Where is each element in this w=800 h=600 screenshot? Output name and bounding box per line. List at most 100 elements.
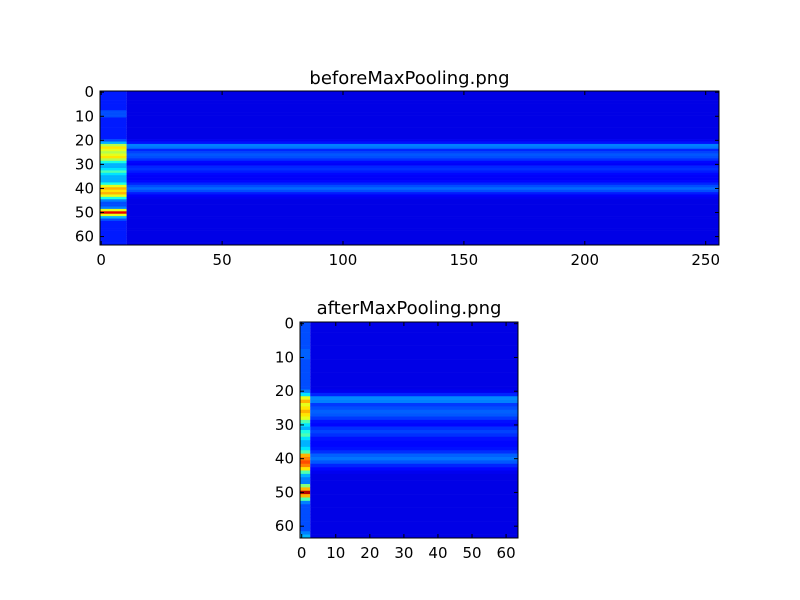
heatmap-cell-rest [126,115,719,118]
x-tick-label: 200 [570,251,599,269]
heatmap-cell-rest [310,413,518,417]
heatmap-cell-rest [310,369,518,373]
heatmap-cell-rest [126,168,719,171]
heatmap-cell-strip [300,524,311,529]
heatmap-cell-strip [100,95,127,99]
heatmap-cell-rest [310,521,518,525]
heatmap-cell-rest [126,211,719,215]
x-tick-label: 10 [326,544,345,562]
heatmap-cell-rest [310,382,518,387]
heatmap-cell-strip [100,170,127,174]
heatmap-cell-strip [100,163,127,166]
heatmap-cell-rest [126,201,719,205]
heatmap-cell-rest [126,213,719,217]
heatmap-cell-strip [100,204,127,207]
x-tick-label: 60 [497,544,516,562]
heatmap-cell-rest [310,416,518,421]
chart-title: beforeMaxPooling.png [309,68,509,89]
heatmap-cell-strip [300,369,311,373]
heatmap-cell-rest [126,103,719,106]
heatmap-cell-rest [126,91,719,94]
heatmap-cell-strip [100,115,127,118]
heatmap-cell-rest [310,487,518,492]
heatmap-cell-strip [300,534,311,539]
heatmap-cell-strip [100,160,127,164]
axes-frame [99,90,720,246]
heatmap-cell-rest [126,228,719,231]
heatmap-cell-strip [300,322,311,326]
heatmap-cell-rest [126,110,719,113]
heatmap-cell-strip [300,531,311,535]
heatmap-cell-rest [126,184,719,188]
heatmap-cell-strip [100,225,127,229]
heatmap-cell-strip [100,155,127,159]
x-tick-label: 40 [428,544,447,562]
heatmap-cell-rest [126,117,719,121]
heatmap-cell-rest [126,235,719,239]
heatmap-cell-rest [310,460,518,465]
heatmap-cell-strip [100,196,127,200]
heatmap-cell-strip [300,416,311,421]
heatmap-cell-strip [300,386,311,390]
heatmap-cell-rest [126,196,719,200]
heatmap-cell-strip [300,497,311,502]
heatmap-cell-rest [126,134,719,138]
heatmap-cell-strip [100,103,127,106]
heatmap-cell-rest [310,524,518,529]
heatmap-cell-strip [100,211,127,215]
heatmap-cell-strip [100,119,127,123]
heatmap-cell-rest [310,345,518,350]
heatmap-cell-strip [100,98,127,101]
heatmap-cell-strip [100,136,127,140]
y-tick-label: 50 [75,204,94,222]
heatmap-cell-strip [100,172,127,176]
heatmap-cell-rest [310,342,518,346]
heatmap-cell-rest [126,129,719,133]
heatmap-cell-strip [100,139,127,142]
heatmap-cell-rest [310,376,518,380]
y-tick-label: 40 [75,179,94,197]
heatmap-after-max-pooling: afterMaxPooling.png 0 10 20 30 40 50 600102030… [275,298,519,562]
heatmap-cell-strip [100,107,127,111]
heatmap-cell-strip [100,230,127,234]
heatmap-cell-strip [300,365,311,370]
heatmap-cell-strip [100,100,127,104]
heatmap-cell-rest [126,107,719,111]
heatmap-cell-rest [126,146,719,150]
heatmap-cell-rest [310,423,518,427]
heatmap-cell-strip [100,184,127,188]
heatmap-cell-strip [300,349,311,353]
heatmap-cell-rest [310,349,518,353]
heatmap-cell-strip [300,517,311,522]
chart-title: afterMaxPooling.png [317,298,502,319]
heatmap-cell-strip [300,372,311,377]
heatmap-cell-rest [126,189,719,193]
heatmap-cell-rest [310,450,518,454]
heatmap-cell-strip [300,514,311,519]
heatmap-cell-rest [126,112,719,116]
heatmap-cell-strip [100,91,127,94]
heatmap-cell-strip [300,406,311,411]
heatmap-cell-rest [310,467,518,471]
heatmap-cell-rest [310,436,518,441]
heatmap-cell-rest [310,504,518,508]
heatmap-cell-strip [100,216,127,219]
heatmap-cell-rest [310,484,518,488]
heatmap-cell-strip [300,504,311,508]
heatmap-cell-strip [100,110,127,113]
heatmap-cell-strip [100,201,127,205]
heatmap-cell-rest [126,220,719,224]
heatmap-cell-strip [100,177,127,181]
heatmap-cell-rest [310,477,518,481]
heatmap-cell-rest [310,473,518,478]
heatmap-cell-rest [126,148,719,152]
heatmap-cell-rest [310,500,518,505]
heatmap-cell-strip [300,436,311,441]
heatmap-cell-rest [310,497,518,502]
heatmap-cell-rest [310,355,518,360]
heatmap-cell-strip [300,413,311,417]
y-tick-label: 40 [275,450,294,468]
heatmap-cell-strip [300,446,311,451]
heatmap-cell-strip [300,355,311,360]
